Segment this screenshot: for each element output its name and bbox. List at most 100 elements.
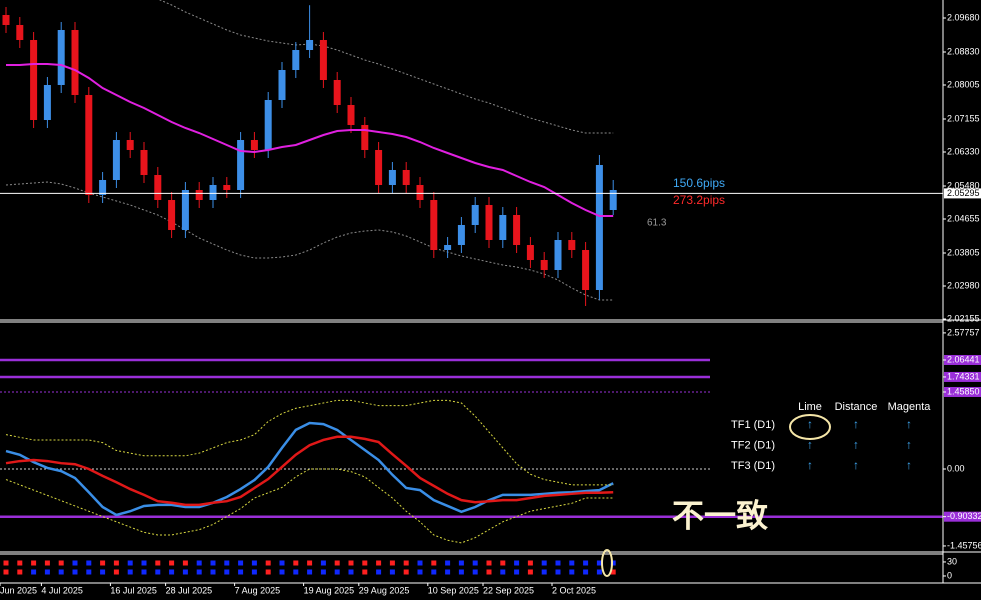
candle-body — [582, 250, 590, 290]
signal-dot — [486, 569, 492, 575]
signal-dot — [113, 560, 119, 566]
x-tick-label: 19 Aug 2025 — [304, 585, 355, 595]
signal-dot — [182, 569, 188, 575]
signal-dot — [376, 560, 382, 566]
y-tick-label: 2.02155 — [947, 313, 980, 323]
signal-dot — [527, 560, 533, 566]
signal-dot — [210, 569, 216, 575]
row-label: TF3 (D1) — [731, 460, 775, 472]
candle-body — [430, 200, 438, 250]
signal-dot — [541, 569, 547, 575]
signal-dot — [596, 560, 602, 566]
table-arrow: ↑ — [906, 438, 912, 452]
signal-dot — [307, 560, 313, 566]
y-tick-label: -0.90332 — [947, 511, 981, 521]
signal-dot — [307, 569, 313, 575]
signal-dot — [251, 569, 257, 575]
candle-body — [499, 215, 507, 240]
signal-dot — [541, 560, 547, 566]
signal-dot — [348, 560, 354, 566]
signal-dot — [44, 560, 50, 566]
x-tick-label: Jun 2025 — [0, 585, 37, 595]
signal-dot — [458, 569, 464, 575]
signal-dot — [182, 560, 188, 566]
signal-dot — [403, 569, 409, 575]
table-arrow: ↑ — [807, 438, 813, 452]
signal-dot — [58, 560, 64, 566]
signal-dot — [431, 569, 437, 575]
signal-dot — [17, 569, 23, 575]
candle-body — [457, 225, 465, 245]
signal-dot — [445, 569, 451, 575]
price-panel — [0, 0, 943, 306]
highlight-circle — [789, 414, 831, 440]
annotation: 150.6pips — [673, 176, 725, 190]
candle-body — [181, 190, 189, 230]
candle-body — [347, 105, 355, 125]
signal-dot — [3, 560, 9, 566]
signal-dot — [417, 569, 423, 575]
y-tick-label: 2.07155 — [947, 113, 980, 123]
y-tick-label: 2.05480 — [947, 180, 980, 190]
signal-dot — [251, 560, 257, 566]
candle-body — [264, 100, 272, 150]
y-tick-label: 2.06330 — [947, 146, 980, 156]
candle-body — [195, 190, 203, 200]
signal-dot — [155, 569, 161, 575]
ma-line — [6, 63, 614, 217]
candle-body — [278, 70, 286, 100]
signal-dot — [596, 569, 602, 575]
signal-dot — [72, 569, 78, 575]
signal-dot — [555, 560, 561, 566]
table-arrow: ↑ — [853, 438, 859, 452]
x-tick-label: 2 Oct 2025 — [552, 585, 596, 595]
row-label: TF1 (D1) — [731, 419, 775, 431]
signal-dot — [31, 569, 37, 575]
x-tick-label: 28 Jul 2025 — [166, 585, 213, 595]
level-label-box — [944, 511, 981, 522]
signal-dot — [293, 569, 299, 575]
table-arrow: ↑ — [807, 417, 813, 431]
candle-body — [485, 205, 493, 240]
candle-body — [250, 140, 258, 150]
signal-dot — [17, 560, 23, 566]
x-tick-label: 7 Aug 2025 — [235, 585, 281, 595]
candle-body — [526, 245, 534, 260]
signal-dot — [3, 569, 9, 575]
candle-body — [57, 30, 65, 85]
y-tick-label: 2.03805 — [947, 247, 980, 257]
signal-dot — [169, 569, 175, 575]
table-arrow: ↑ — [906, 458, 912, 472]
highlight-circle — [601, 549, 613, 577]
candle-body — [568, 240, 576, 250]
table-header: Magenta — [888, 401, 932, 413]
signal-dot — [224, 560, 230, 566]
y-tick-label: 0.00 — [947, 463, 965, 473]
candle-body — [30, 40, 38, 120]
signal-dot — [514, 569, 520, 575]
y-tick-label: 2.02980 — [947, 280, 980, 290]
signal-dot — [58, 569, 64, 575]
signal-dot — [610, 560, 616, 566]
candle-body — [319, 40, 327, 80]
signal-dot — [458, 560, 464, 566]
signal-dot — [238, 560, 244, 566]
current-price-box — [944, 188, 981, 199]
signal-dot — [196, 560, 202, 566]
candle-body — [540, 260, 548, 270]
signal-dot — [569, 560, 575, 566]
signal-dot — [348, 569, 354, 575]
candle-body — [333, 80, 341, 105]
signal-dot — [72, 560, 78, 566]
signal-dot — [224, 569, 230, 575]
y-tick-label: 2.06441 — [947, 354, 980, 364]
verdict: 不一致 — [672, 497, 768, 533]
y-tick-label: 2.57757 — [947, 327, 980, 337]
signal-dot — [569, 569, 575, 575]
signal-dot — [279, 560, 285, 566]
signal-dot — [100, 569, 106, 575]
signal-dot — [100, 560, 106, 566]
y-tick-label: 30 — [947, 556, 957, 566]
